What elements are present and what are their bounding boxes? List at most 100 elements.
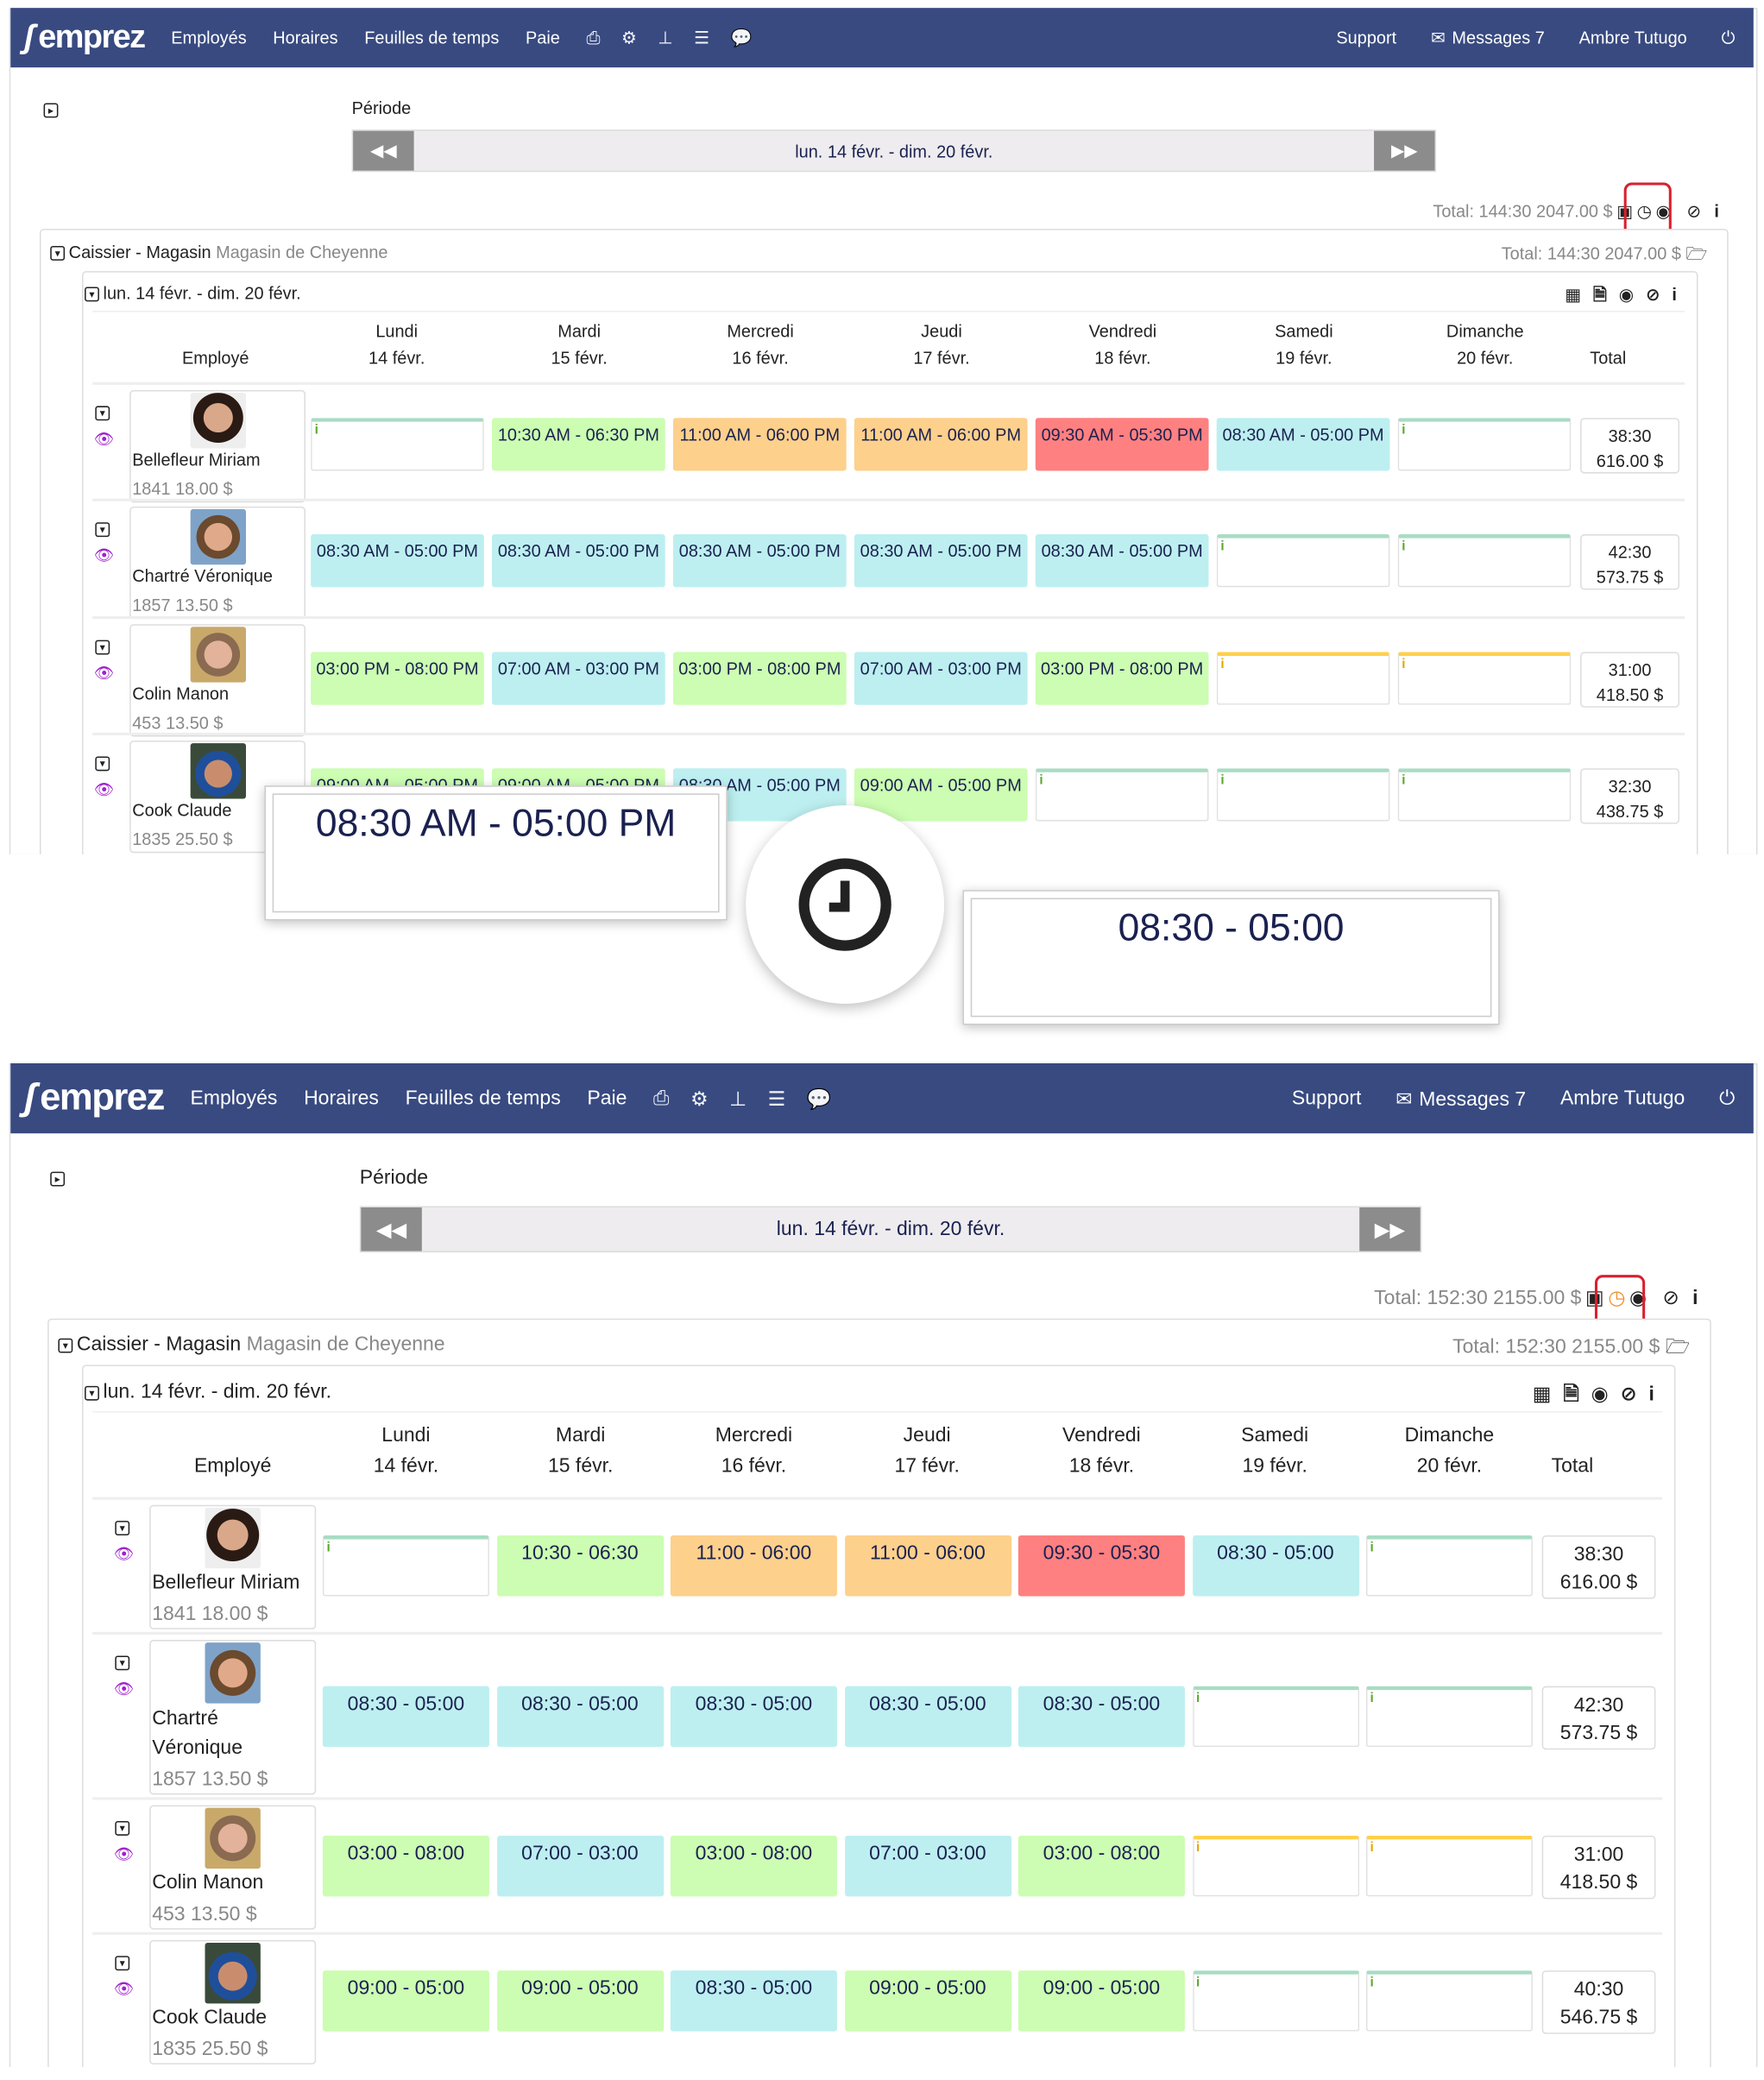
- collapse-week-icon[interactable]: ▾: [85, 287, 99, 302]
- shift-cell[interactable]: i: [1216, 768, 1390, 822]
- shift-cell[interactable]: 07:00 - 03:00: [496, 1835, 664, 1897]
- employee-card[interactable]: Chartré Véronique 1857 13.50 $: [149, 1640, 317, 1795]
- info-marker-icon[interactable]: i: [314, 423, 318, 438]
- eye-icon[interactable]: ◉: [1629, 1286, 1647, 1309]
- excel-icon[interactable]: 🗎: [1563, 1383, 1579, 1406]
- employee-card[interactable]: Chartré Véronique 1857 13.50 $: [129, 506, 306, 620]
- group-header[interactable]: ▾ Caissier - Magasin Magasin de Cheyenne: [58, 1333, 445, 1356]
- info-marker-icon[interactable]: i: [1402, 539, 1406, 555]
- shift-cell[interactable]: 08:30 - 05:00: [844, 1686, 1011, 1748]
- row-visibility-icon[interactable]: 👁: [93, 545, 115, 565]
- shift-cell[interactable]: 08:30 AM - 05:00 PM: [1035, 534, 1209, 588]
- money-icon[interactable]: ▣: [1585, 1286, 1604, 1309]
- info-icon[interactable]: i: [1714, 200, 1719, 221]
- employee-card[interactable]: Bellefleur Miriam 1841 18.00 $: [129, 390, 306, 503]
- row-visibility-icon[interactable]: 👁: [113, 1844, 135, 1864]
- shift-cell[interactable]: 11:00 AM - 06:00 PM: [854, 418, 1028, 471]
- shift-cell[interactable]: 03:00 PM - 08:00 PM: [311, 652, 484, 705]
- shift-cell[interactable]: 08:30 - 05:00: [322, 1686, 489, 1748]
- shift-cell[interactable]: i: [1397, 534, 1572, 588]
- nav-item-2[interactable]: Feuilles de temps: [405, 1087, 561, 1110]
- shift-cell[interactable]: 03:00 PM - 08:00 PM: [672, 652, 847, 705]
- eye-icon[interactable]: ◉: [1591, 1383, 1609, 1406]
- employee-name[interactable]: Cook Claude: [152, 2006, 268, 2029]
- nav-item-3[interactable]: Paie: [587, 1087, 627, 1110]
- info-marker-icon[interactable]: i: [1370, 1691, 1374, 1706]
- info-marker-icon[interactable]: i: [1195, 1691, 1200, 1706]
- shift-cell[interactable]: 09:00 - 05:00: [1017, 1970, 1185, 2032]
- shift-cell[interactable]: 09:30 - 05:30: [1017, 1535, 1185, 1597]
- employee-card[interactable]: Colin Manon 453 13.50 $: [129, 624, 306, 737]
- folder-open-icon[interactable]: 🗁: [1665, 1335, 1691, 1358]
- shift-cell[interactable]: 03:00 - 08:00: [1017, 1835, 1185, 1897]
- eye-icon[interactable]: ◉: [1618, 284, 1635, 305]
- info-marker-icon[interactable]: i: [1220, 657, 1225, 672]
- shift-cell[interactable]: i: [1365, 1835, 1533, 1897]
- shift-cell[interactable]: i: [1365, 1535, 1533, 1597]
- info-marker-icon[interactable]: i: [1195, 1976, 1200, 1991]
- info-marker-icon[interactable]: i: [1220, 539, 1225, 555]
- list-icon[interactable]: ☰: [694, 27, 710, 47]
- messages-link[interactable]: ✉ Messages 7: [1395, 1087, 1526, 1110]
- collapse-icon[interactable]: ▾: [58, 1337, 73, 1352]
- user-menu[interactable]: Ambre Tutugo: [1559, 1087, 1685, 1110]
- shift-cell[interactable]: 08:30 - 05:00: [1017, 1686, 1185, 1748]
- shift-cell[interactable]: 08:30 AM - 05:00 PM: [1216, 418, 1390, 471]
- row-collapse-icon[interactable]: ▾: [95, 640, 110, 655]
- nav-item-3[interactable]: Paie: [525, 28, 560, 48]
- row-collapse-icon[interactable]: ▾: [95, 406, 110, 421]
- cogs-icon[interactable]: ⚙: [690, 1087, 709, 1111]
- clock-toggle-icon[interactable]: ◷: [1636, 200, 1653, 221]
- row-visibility-icon[interactable]: 👁: [93, 780, 115, 799]
- info-icon[interactable]: i: [1648, 1383, 1654, 1406]
- shift-cell[interactable]: i: [1397, 418, 1572, 471]
- row-visibility-icon[interactable]: 👁: [113, 1979, 135, 1999]
- cogs-icon[interactable]: ⚙: [621, 27, 637, 47]
- shift-cell[interactable]: 03:00 - 08:00: [322, 1835, 489, 1897]
- print-icon[interactable]: ⎙: [653, 1087, 670, 1110]
- clock-toggle-icon[interactable]: ◷: [1608, 1286, 1626, 1309]
- power-icon[interactable]: ⏻: [1721, 27, 1736, 47]
- messages-link[interactable]: ✉ Messages 7: [1431, 27, 1545, 48]
- support-link[interactable]: Support: [1291, 1087, 1362, 1110]
- info-marker-icon[interactable]: i: [1039, 773, 1043, 789]
- shift-cell[interactable]: i: [1192, 1835, 1359, 1897]
- prev-period-button[interactable]: ◀◀: [361, 1207, 422, 1251]
- shift-cell[interactable]: 08:30 - 05:00: [496, 1686, 664, 1748]
- week-header[interactable]: ▾ lun. 14 févr. - dim. 20 févr.: [85, 283, 301, 303]
- next-period-button[interactable]: ▶▶: [1359, 1207, 1421, 1251]
- shift-cell[interactable]: 07:00 AM - 03:00 PM: [492, 652, 665, 705]
- info-marker-icon[interactable]: i: [1370, 1840, 1374, 1856]
- week-header[interactable]: ▾ lun. 14 févr. - dim. 20 févr.: [85, 1381, 331, 1403]
- period-range[interactable]: lun. 14 févr. - dim. 20 févr.: [795, 141, 993, 161]
- eye-slash-icon[interactable]: ⊘: [1620, 1383, 1637, 1406]
- group-header[interactable]: ▾ Caissier - Magasin Magasin de Cheyenne: [50, 242, 388, 262]
- row-collapse-icon[interactable]: ▾: [115, 1655, 130, 1671]
- shift-cell[interactable]: 09:00 AM - 05:00 PM: [854, 768, 1028, 822]
- shift-cell[interactable]: 08:30 - 05:00: [670, 1970, 837, 2032]
- info-marker-icon[interactable]: i: [1220, 773, 1225, 789]
- shift-cell[interactable]: 08:30 AM - 05:00 PM: [854, 534, 1028, 588]
- list-icon[interactable]: ☰: [767, 1087, 786, 1111]
- expand-sidebar-icon[interactable]: ▸: [50, 1171, 66, 1187]
- support-link[interactable]: Support: [1336, 28, 1397, 48]
- row-visibility-icon[interactable]: 👁: [113, 1680, 135, 1699]
- shift-cell[interactable]: i: [1365, 1686, 1533, 1748]
- shift-cell[interactable]: 03:00 - 08:00: [670, 1835, 837, 1897]
- comments-icon[interactable]: 💬: [806, 1087, 832, 1111]
- info-marker-icon[interactable]: i: [1370, 1976, 1374, 1991]
- table-icon[interactable]: ▦: [1532, 1383, 1552, 1406]
- comments-icon[interactable]: 💬: [730, 27, 753, 47]
- shift-cell[interactable]: 08:30 AM - 05:00 PM: [311, 534, 484, 588]
- row-collapse-icon[interactable]: ▾: [95, 756, 110, 772]
- shift-cell[interactable]: 10:30 - 06:30: [496, 1535, 664, 1597]
- employee-card[interactable]: Cook Claude 1835 25.50 $: [149, 1939, 317, 2064]
- eye-slash-icon[interactable]: ⊘: [1645, 284, 1660, 305]
- employee-name[interactable]: Chartré Véronique: [152, 1707, 243, 1759]
- table-icon[interactable]: ▦: [1565, 284, 1582, 305]
- row-collapse-icon[interactable]: ▾: [115, 1521, 130, 1536]
- employee-name[interactable]: Bellefleur Miriam: [152, 1571, 300, 1594]
- employee-name[interactable]: Bellefleur Miriam: [132, 449, 261, 470]
- brand-logo[interactable]: ʃ emprez: [24, 1076, 166, 1120]
- folder-open-icon[interactable]: 🗁: [1685, 243, 1708, 263]
